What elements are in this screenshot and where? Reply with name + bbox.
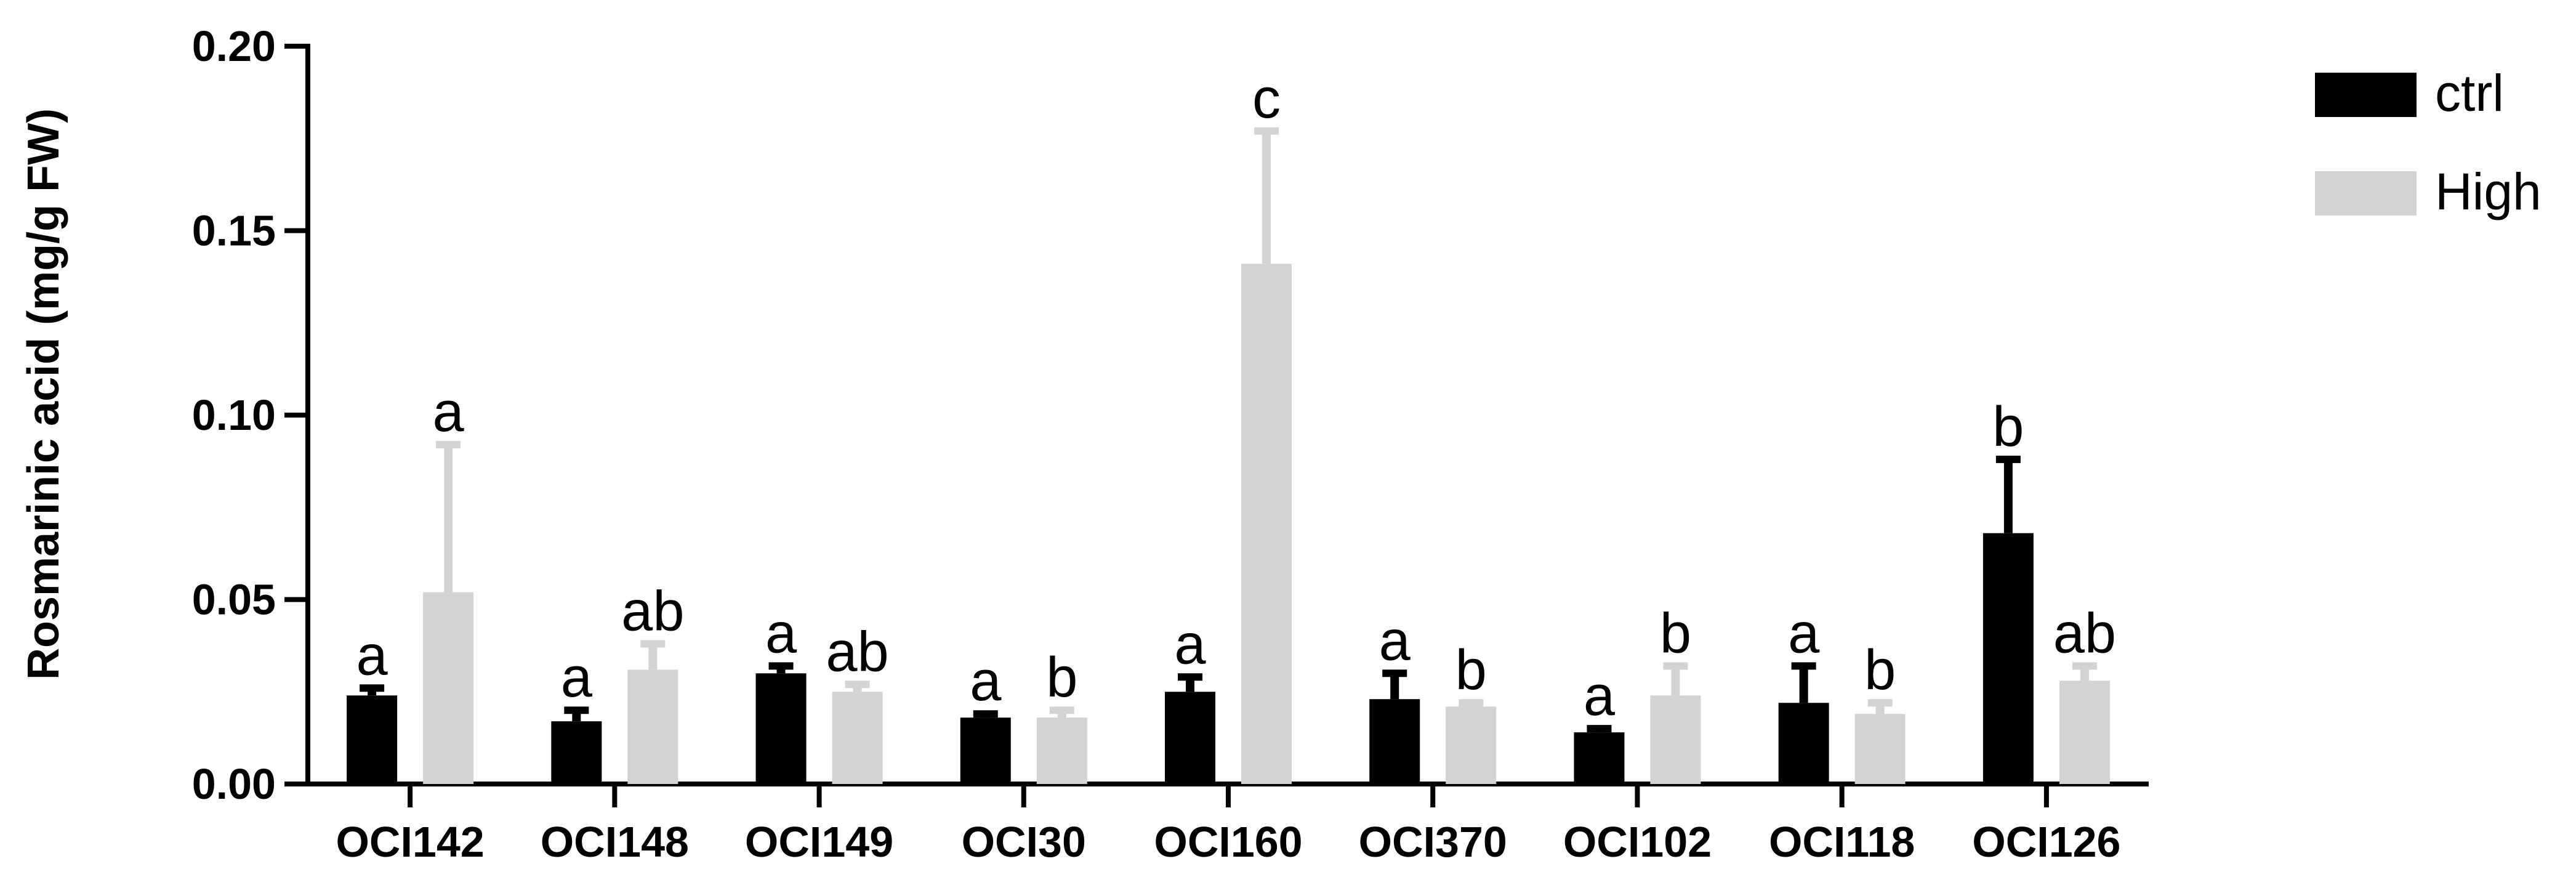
x-tick-label: OCI148 (541, 818, 689, 866)
bar-high (423, 592, 474, 784)
y-tick-label: 0.05 (192, 576, 276, 624)
y-axis: 0.00 0.05 0.10 0.15 0.20 (192, 22, 310, 808)
legend-swatch (2315, 73, 2417, 117)
x-tick-label: OCI30 (962, 818, 1086, 866)
legend-label: ctrl (2435, 64, 2504, 122)
bar-high (1036, 717, 1087, 784)
significance-label: a (356, 624, 388, 687)
y-axis-title: Rosmarinic acid (mg/g FW) (19, 108, 68, 680)
bar-ctrl (1778, 703, 1829, 784)
bar-ctrl (1574, 732, 1625, 784)
significance-label: b (1660, 602, 1691, 665)
x-tick-label: OCI160 (1154, 818, 1302, 866)
bars (347, 127, 2110, 784)
bar-ctrl (1165, 692, 1215, 784)
significance-label: a (1379, 609, 1411, 672)
bar-high (627, 669, 678, 784)
bar-ctrl (960, 717, 1011, 784)
bar-high (1650, 695, 1701, 784)
significance-label: a (561, 646, 593, 709)
significance-label: ab (621, 580, 684, 642)
bar-ctrl (347, 695, 398, 784)
x-axis: OCI142 OCI148 OCI149 OCI30 OCI160 OCI370 OCI10… (305, 782, 2149, 866)
significance-label: b (1455, 639, 1487, 701)
x-tick-label: OCI126 (1972, 818, 2120, 866)
x-tick-label: OCI142 (336, 818, 484, 866)
significance-label: a (970, 650, 1002, 713)
x-tick-label: OCI118 (1769, 818, 1915, 866)
significance-label: a (1584, 665, 1616, 727)
y-tick-label: 0.20 (192, 22, 276, 70)
bar-high (832, 692, 883, 784)
significance-label: b (1046, 646, 1077, 709)
bar-high (1241, 264, 1292, 784)
significance-label: c (1252, 67, 1281, 130)
significance-label: b (1992, 395, 2024, 458)
y-tick-label: 0.15 (192, 207, 276, 255)
bar-high (1854, 714, 1906, 784)
significance-label: b (1864, 639, 1896, 701)
significance-label: ab (826, 620, 888, 683)
x-tick-label: OCI370 (1359, 818, 1507, 866)
legend-label: High (2435, 163, 2542, 220)
y-tick-label: 0.10 (192, 391, 276, 439)
bar-high (1446, 706, 1497, 784)
significance-label: a (433, 381, 465, 443)
bar-ctrl (1369, 699, 1420, 784)
significance-label: ab (2053, 602, 2116, 665)
significance-label: a (1174, 613, 1206, 676)
bar-ctrl (1982, 533, 2034, 784)
bar-ctrl (551, 721, 602, 784)
bar-high (2059, 681, 2110, 784)
x-tick-label: OCI102 (1563, 818, 1712, 866)
significance-label: a (1788, 602, 1820, 665)
bar-ctrl (755, 673, 807, 784)
significance-label: a (765, 602, 797, 665)
legend: ctrl High (2315, 64, 2542, 220)
x-tick-label: OCI149 (745, 818, 893, 866)
legend-swatch (2315, 171, 2417, 216)
y-tick-label: 0.00 (192, 760, 276, 808)
